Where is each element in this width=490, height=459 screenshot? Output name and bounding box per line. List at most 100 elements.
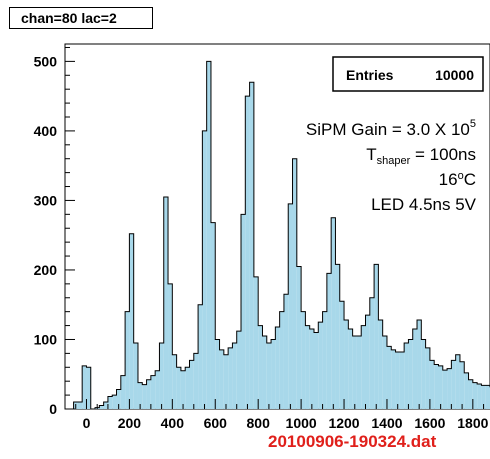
histogram-bar	[399, 351, 405, 409]
histogram-bar	[404, 342, 409, 409]
histogram-bar	[129, 233, 134, 409]
histogram-bar	[103, 402, 108, 409]
histogram-bar	[356, 336, 362, 409]
histogram-bar	[77, 402, 83, 409]
histogram-bar	[193, 353, 199, 409]
histogram-bar	[223, 354, 229, 409]
stats-entries-value: 10000	[435, 67, 474, 83]
histogram-bar	[125, 311, 130, 409]
histogram-bar	[395, 351, 400, 409]
x-tick-label: 200	[118, 415, 142, 431]
x-tick-label: 1800	[457, 415, 488, 431]
histogram-bar	[168, 283, 173, 409]
temperature-annotation: 16oC	[439, 170, 476, 189]
histogram-bar	[275, 326, 280, 409]
histogram-bar	[459, 361, 465, 409]
histogram-bar	[451, 360, 456, 409]
histogram-bar	[472, 382, 478, 409]
histogram-bar	[434, 364, 439, 409]
x-tick-label: 1600	[414, 415, 445, 431]
histogram-bar	[219, 349, 224, 409]
histogram-bar	[283, 294, 289, 409]
histogram-bar	[468, 379, 473, 409]
y-tick-label: 300	[34, 192, 58, 208]
y-tick-label: 200	[34, 262, 58, 278]
histogram-bar	[172, 354, 177, 409]
histogram-bar	[146, 379, 151, 409]
histogram-bar	[150, 375, 156, 409]
histogram-bar	[112, 395, 117, 409]
histogram-bar	[318, 322, 323, 409]
histogram-bar	[421, 339, 426, 409]
histogram-bar	[262, 336, 267, 409]
x-tick-label: 1400	[371, 415, 402, 431]
histogram-bar	[455, 354, 460, 409]
histogram-bar	[374, 264, 379, 409]
histogram-bar	[99, 405, 104, 409]
histogram-bar	[361, 325, 366, 409]
histogram-bar	[133, 342, 138, 409]
stats-box	[332, 56, 484, 92]
histogram-bar	[241, 214, 246, 409]
filename-label: 20100906-190324.dat	[268, 432, 437, 451]
histogram-bar	[185, 367, 190, 409]
histogram-bar	[120, 375, 126, 409]
histogram-bar	[305, 325, 310, 409]
histogram-bar	[369, 297, 375, 409]
histogram-title: chan=80 lac=2	[21, 10, 117, 26]
histogram-bar	[447, 368, 452, 409]
histogram-bar	[86, 367, 91, 409]
histogram-bar	[180, 370, 186, 409]
histogram-bar	[429, 360, 435, 409]
histogram-bar	[425, 347, 430, 409]
histogram-bar	[279, 311, 284, 409]
histogram-bar	[236, 331, 242, 409]
histogram-bar	[271, 339, 276, 409]
y-tick-label: 400	[34, 123, 58, 139]
x-tick-label: 600	[204, 415, 228, 431]
y-tick-label: 100	[34, 331, 58, 347]
x-tick-label: 0	[83, 415, 91, 431]
histogram-bar	[155, 370, 160, 409]
histogram-bar	[163, 196, 169, 409]
histogram-bar	[481, 385, 486, 409]
histogram-bar	[206, 61, 211, 409]
histogram-bar	[296, 266, 302, 409]
histogram-bar	[198, 304, 203, 409]
histogram-bar	[116, 389, 121, 409]
histogram-outline	[65, 60, 490, 410]
histogram-bar	[253, 276, 259, 409]
histogram-bar	[391, 349, 396, 409]
histogram-bar	[378, 320, 383, 409]
x-tick-label: 800	[247, 415, 271, 431]
histogram-bar	[344, 320, 349, 409]
x-tick-label: 1200	[328, 415, 359, 431]
histogram-bar	[331, 217, 336, 409]
histogram-bar	[249, 82, 254, 409]
histogram-bar	[309, 329, 314, 409]
x-tick-label: 400	[161, 415, 185, 431]
tshaper-annotation: Tshaper = 100ns	[366, 145, 476, 167]
gain-annotation: SiPM Gain = 3.0 X 105	[306, 118, 476, 139]
y-tick-label: 500	[34, 53, 58, 69]
histogram-bar	[464, 372, 469, 409]
histogram-title-box: chan=80 lac=2	[9, 7, 153, 29]
histogram-bar	[189, 360, 194, 409]
histogram-bar	[438, 365, 443, 409]
histogram-bar	[232, 342, 237, 409]
histogram-bar	[477, 383, 482, 409]
histogram-bar	[382, 336, 387, 409]
histogram-bar	[228, 347, 233, 409]
histogram-bar	[348, 329, 353, 409]
histogram-bar	[339, 301, 345, 409]
histogram-bar	[202, 130, 207, 409]
histogram-bar	[326, 273, 332, 409]
histogram-bar	[485, 385, 490, 409]
stats-entries-label: Entries	[346, 67, 394, 83]
histogram-bar	[412, 329, 418, 409]
histogram-bar	[292, 158, 297, 409]
histogram-bar	[82, 365, 87, 409]
y-tick-label: 0	[49, 401, 57, 417]
histogram-bar	[322, 311, 327, 409]
